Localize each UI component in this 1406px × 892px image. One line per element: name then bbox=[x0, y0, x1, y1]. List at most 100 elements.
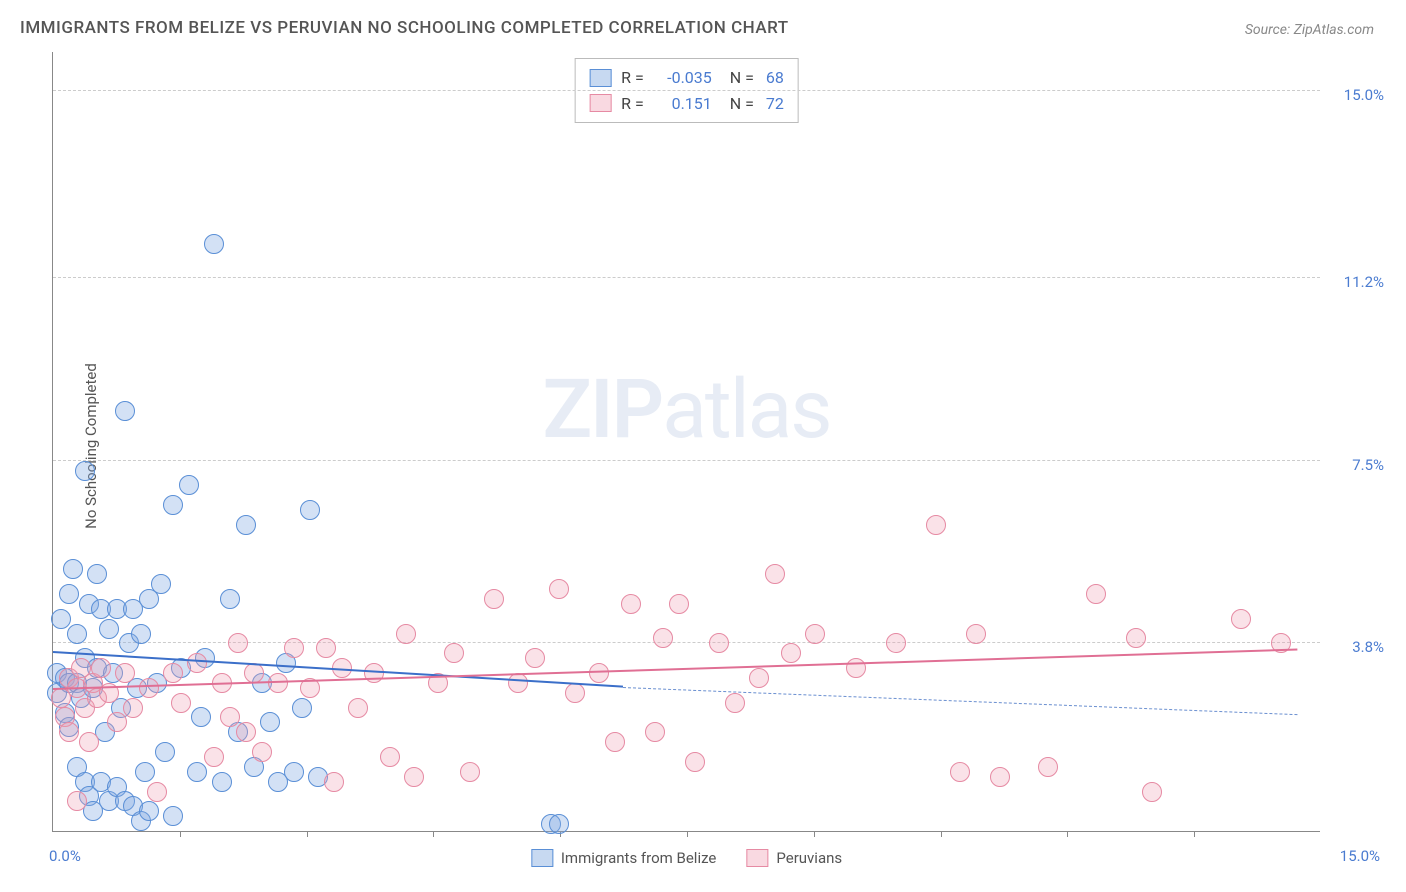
correlation-legend: R = -0.035 N = 68 R = 0.151 N = 72 bbox=[574, 58, 799, 123]
data-point bbox=[324, 772, 344, 792]
gridline bbox=[53, 277, 1320, 278]
y-tick-label: 11.2% bbox=[1344, 273, 1384, 291]
chart-title: IMMIGRANTS FROM BELIZE VS PERUVIAN NO SC… bbox=[20, 18, 789, 38]
data-point bbox=[284, 638, 304, 658]
data-point bbox=[187, 653, 207, 673]
data-point bbox=[1126, 628, 1146, 648]
data-point bbox=[163, 495, 183, 515]
series-legend: Immigrants from Belize Peruvians bbox=[531, 849, 842, 867]
trend-line-blue-extrapolated bbox=[623, 687, 1297, 715]
data-point bbox=[1142, 782, 1162, 802]
data-point bbox=[404, 767, 424, 787]
data-point bbox=[171, 693, 191, 713]
data-point bbox=[135, 762, 155, 782]
data-point bbox=[1086, 584, 1106, 604]
data-point bbox=[163, 663, 183, 683]
data-point bbox=[1231, 609, 1251, 629]
n-value-blue: 68 bbox=[766, 65, 784, 91]
x-tick bbox=[941, 831, 942, 837]
data-point bbox=[380, 747, 400, 767]
data-point bbox=[990, 767, 1010, 787]
data-point bbox=[163, 806, 183, 826]
data-point bbox=[621, 594, 641, 614]
data-point bbox=[645, 722, 665, 742]
gridline bbox=[53, 460, 1320, 461]
data-point bbox=[260, 712, 280, 732]
swatch-pink-icon bbox=[746, 849, 768, 867]
r-label: R = bbox=[621, 91, 644, 117]
data-point bbox=[67, 624, 87, 644]
data-point bbox=[67, 791, 87, 811]
data-point bbox=[155, 742, 175, 762]
data-point bbox=[886, 633, 906, 653]
swatch-blue-icon bbox=[531, 849, 553, 867]
x-tick bbox=[814, 831, 815, 837]
data-point bbox=[709, 633, 729, 653]
data-point bbox=[781, 643, 801, 663]
data-point bbox=[484, 589, 504, 609]
data-point bbox=[549, 579, 569, 599]
x-tick bbox=[307, 831, 308, 837]
data-point bbox=[605, 732, 625, 752]
data-point bbox=[685, 752, 705, 772]
data-point bbox=[926, 515, 946, 535]
n-label: N = bbox=[722, 91, 754, 117]
r-label: R = bbox=[621, 65, 644, 91]
data-point bbox=[115, 401, 135, 421]
data-point bbox=[364, 663, 384, 683]
data-point bbox=[669, 594, 689, 614]
x-tick bbox=[1067, 831, 1068, 837]
data-point bbox=[87, 564, 107, 584]
gridline bbox=[53, 90, 1320, 91]
data-point bbox=[115, 663, 135, 683]
data-point bbox=[204, 747, 224, 767]
data-point bbox=[151, 574, 171, 594]
data-point bbox=[236, 515, 256, 535]
n-label: N = bbox=[722, 65, 754, 91]
r-value-blue: -0.035 bbox=[656, 65, 712, 91]
y-tick-label: 15.0% bbox=[1344, 86, 1384, 104]
trend-line-pink bbox=[53, 649, 1297, 690]
data-point bbox=[348, 698, 368, 718]
data-point bbox=[91, 658, 111, 678]
data-point bbox=[805, 624, 825, 644]
legend-label-blue: Immigrants from Belize bbox=[561, 849, 717, 867]
source-name: ZipAtlas.com bbox=[1294, 22, 1374, 38]
data-point bbox=[59, 722, 79, 742]
data-point bbox=[284, 762, 304, 782]
data-point bbox=[725, 693, 745, 713]
data-point bbox=[179, 475, 199, 495]
swatch-pink-icon bbox=[589, 94, 611, 112]
data-point bbox=[191, 707, 211, 727]
data-point bbox=[300, 500, 320, 520]
data-point bbox=[950, 762, 970, 782]
data-point bbox=[749, 668, 769, 688]
legend-row-pink: R = 0.151 N = 72 bbox=[589, 91, 784, 117]
x-tick bbox=[1194, 831, 1195, 837]
plot-area: ZIPatlas R = -0.035 N = 68 R = 0.151 N =… bbox=[52, 52, 1320, 832]
data-point bbox=[228, 633, 248, 653]
legend-item-pink: Peruvians bbox=[746, 849, 842, 867]
data-point bbox=[525, 648, 545, 668]
data-point bbox=[846, 658, 866, 678]
x-axis-min-label: 0.0% bbox=[49, 847, 81, 865]
y-tick-label: 7.5% bbox=[1352, 456, 1384, 474]
legend-item-blue: Immigrants from Belize bbox=[531, 849, 717, 867]
data-point bbox=[236, 722, 256, 742]
data-point bbox=[396, 624, 416, 644]
data-point bbox=[966, 624, 986, 644]
r-value-pink: 0.151 bbox=[656, 91, 712, 117]
data-point bbox=[460, 762, 480, 782]
data-point bbox=[99, 619, 119, 639]
data-point bbox=[244, 663, 264, 683]
data-point bbox=[1038, 757, 1058, 777]
data-point bbox=[79, 732, 99, 752]
source-prefix: Source: bbox=[1245, 22, 1294, 38]
data-point bbox=[252, 742, 272, 762]
data-point bbox=[59, 584, 79, 604]
data-point bbox=[75, 461, 95, 481]
swatch-blue-icon bbox=[589, 69, 611, 87]
data-point bbox=[107, 712, 127, 732]
data-point bbox=[139, 678, 159, 698]
n-value-pink: 72 bbox=[766, 91, 784, 117]
